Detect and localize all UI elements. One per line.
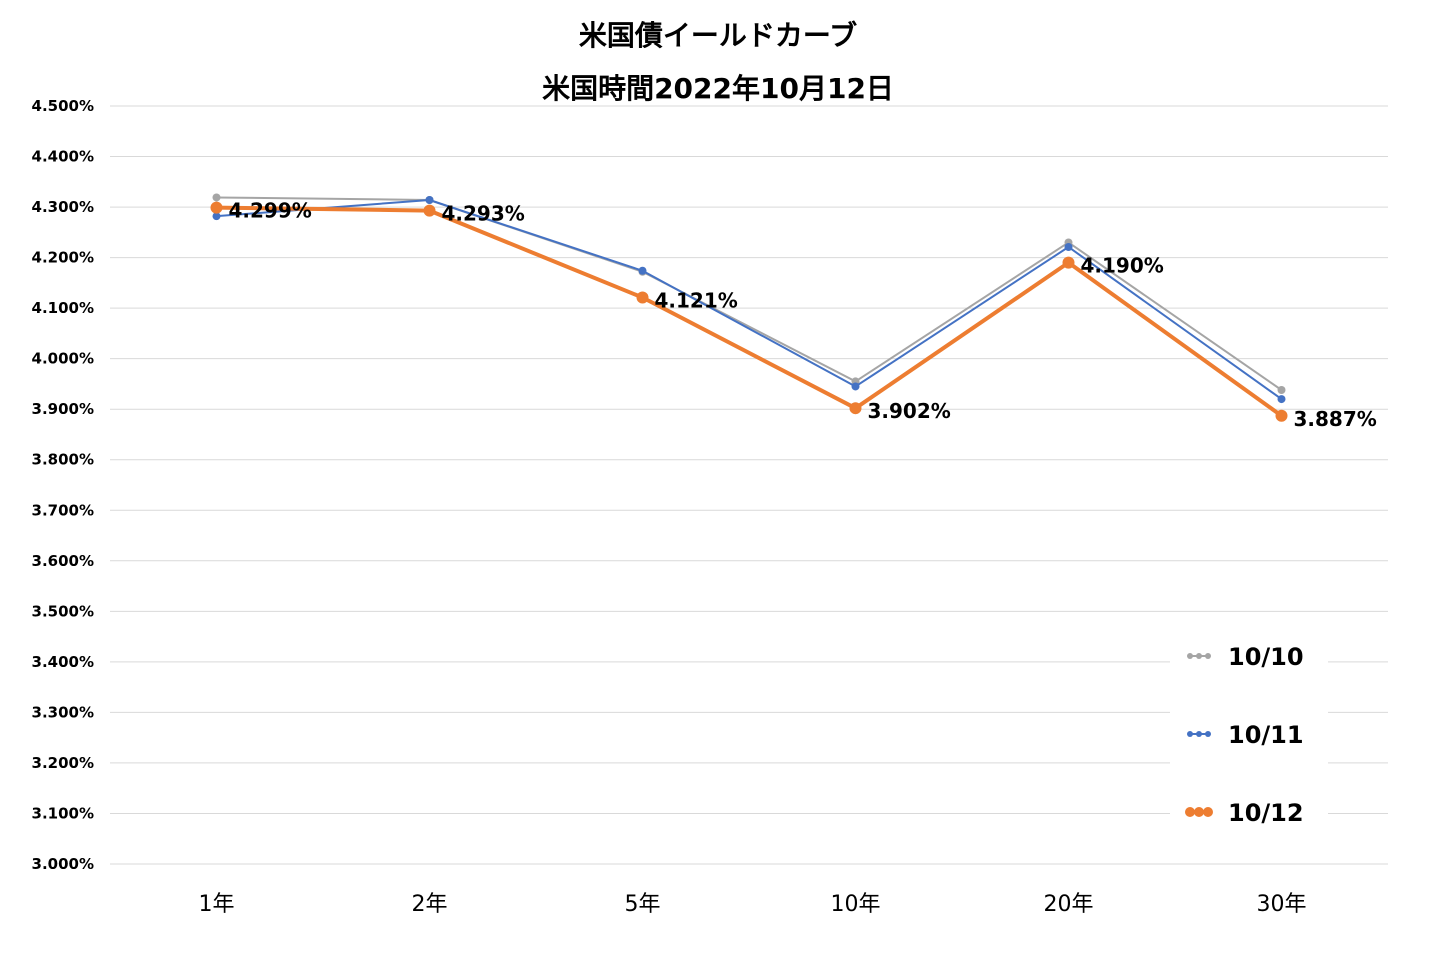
data-point [1277, 385, 1286, 394]
x-tick-label: 10年 [831, 892, 881, 917]
y-tick-label: 3.500% [32, 602, 94, 620]
y-tick-label: 3.400% [32, 653, 94, 671]
series-1 [212, 195, 1286, 404]
legend-marker [1205, 653, 1211, 659]
legend: 10/10 10/11 10/12 [1170, 625, 1328, 840]
data-point [425, 195, 434, 204]
y-tick-label: 4.100% [32, 299, 94, 317]
legend-entry: 10/12 [1185, 799, 1304, 827]
legend-marker [1196, 731, 1202, 737]
chart-title: 米国債イールドカーブ [579, 19, 857, 52]
data-label: 4.299% [229, 199, 312, 223]
legend-marker [1187, 731, 1193, 737]
legend-label: 10/12 [1228, 799, 1304, 827]
data-point [1277, 395, 1286, 404]
y-tick-label: 4.200% [32, 249, 94, 267]
legend-entry: 10/11 [1187, 721, 1304, 749]
data-point [638, 266, 647, 275]
data-label: 4.293% [442, 202, 525, 226]
y-tick-label: 3.900% [32, 400, 94, 418]
y-tick-label: 3.000% [32, 855, 94, 873]
data-point [210, 201, 223, 214]
data-label: 3.887% [1294, 407, 1377, 431]
data-point [212, 212, 221, 221]
x-tick-label: 20年 [1044, 892, 1094, 917]
legend-marker [1187, 653, 1193, 659]
y-tick-label: 3.700% [32, 501, 94, 519]
legend-marker [1196, 653, 1202, 659]
legend-label: 10/10 [1228, 643, 1304, 671]
data-point [636, 291, 649, 304]
legend-entry: 10/10 [1187, 643, 1304, 671]
data-point [851, 382, 860, 391]
data-label: 4.121% [655, 289, 738, 313]
x-tick-label: 1年 [199, 892, 235, 917]
series-line [216, 198, 1283, 400]
series-lines [210, 193, 1288, 422]
legend-marker [1203, 807, 1213, 817]
series-line [216, 205, 1283, 418]
chart-subtitle: 米国時間2022年10月12日 [542, 72, 894, 105]
data-point [1064, 242, 1073, 251]
y-tick-label: 3.200% [32, 754, 94, 772]
x-tick-label: 30年 [1257, 892, 1307, 917]
x-axis-ticks: 1年 2年 5年 10年 20年 30年 [199, 892, 1307, 917]
x-tick-label: 2年 [412, 892, 448, 917]
data-point [423, 204, 436, 217]
y-tick-label: 3.100% [32, 804, 94, 822]
data-label: 3.902% [868, 399, 951, 423]
legend-marker [1194, 807, 1204, 817]
legend-label: 10/11 [1228, 721, 1304, 749]
data-point [1062, 256, 1075, 269]
data-point [849, 402, 862, 415]
series-0 [212, 193, 1286, 394]
y-tick-label: 4.500% [32, 97, 94, 115]
y-tick-label: 3.800% [32, 451, 94, 469]
x-tick-label: 5年 [625, 892, 661, 917]
y-axis-ticks: 4.500% 4.400% 4.300% 4.200% 4.100% 4.000% 3.90… [32, 97, 94, 873]
data-labels: 4.299% 4.293% 4.121% 3.902% 4.190% 3.887% [229, 199, 1377, 431]
series-2 [210, 201, 1288, 422]
y-tick-label: 3.600% [32, 552, 94, 570]
data-point [212, 193, 221, 202]
data-point [1275, 409, 1288, 422]
y-tick-label: 4.400% [32, 148, 94, 166]
legend-marker [1205, 731, 1211, 737]
legend-background [1170, 625, 1328, 840]
y-tick-label: 4.000% [32, 350, 94, 368]
y-tick-label: 4.300% [32, 198, 94, 216]
y-tick-label: 3.300% [32, 703, 94, 721]
series-line [216, 196, 1283, 391]
data-label: 4.190% [1081, 254, 1164, 278]
legend-marker [1185, 807, 1195, 817]
